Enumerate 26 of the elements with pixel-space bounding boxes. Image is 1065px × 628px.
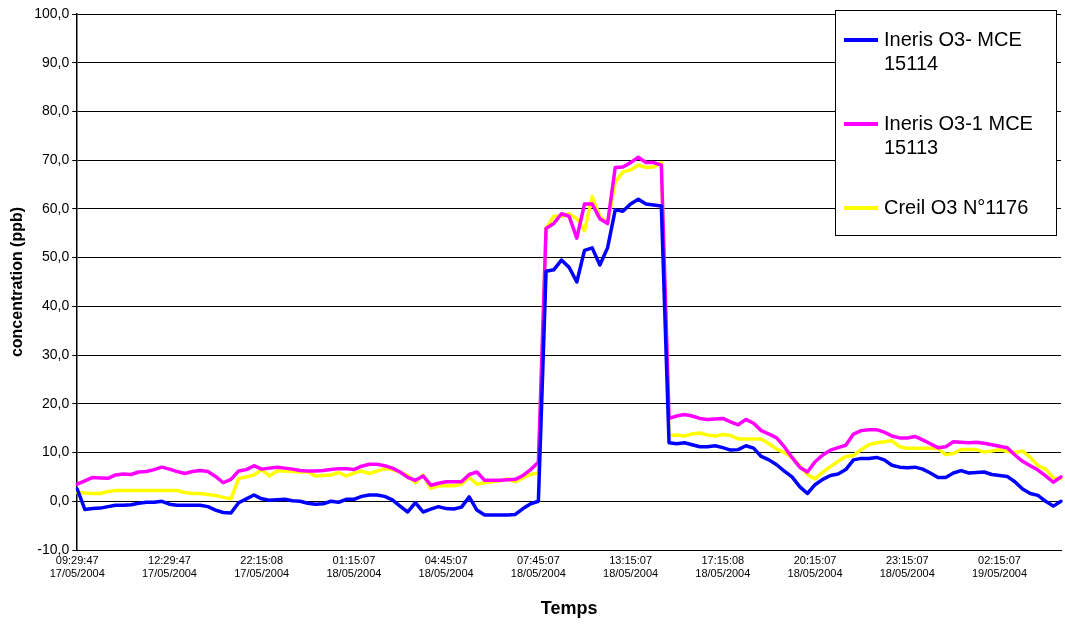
y-tick-label: 80,0 bbox=[41, 102, 70, 119]
y-tick-label: 70,0 bbox=[41, 151, 70, 168]
y-tick-label: 20,0 bbox=[41, 394, 70, 411]
x-tick-label: 01:15:07 18/05/2004 bbox=[326, 553, 382, 579]
y-tick-label: 40,0 bbox=[41, 297, 70, 314]
y-tick-label: 90,0 bbox=[41, 53, 70, 70]
legend-label: Ineris O3- MCE 15114 bbox=[884, 27, 1023, 75]
y-tick-label: 10,0 bbox=[41, 443, 70, 460]
x-tick-label: 12:29:47 17/05/2004 bbox=[141, 553, 197, 579]
x-tick-label: 17:15:08 18/05/2004 bbox=[695, 553, 751, 579]
y-axis-title: concentration (ppb) bbox=[8, 206, 26, 358]
legend-label: Ineris O3-1 MCE 15113 bbox=[884, 111, 1034, 159]
x-tick-label: 23:15:07 18/05/2004 bbox=[879, 553, 935, 579]
x-tick-label: 20:15:07 18/05/2004 bbox=[787, 553, 843, 579]
y-tick-label: 50,0 bbox=[41, 248, 70, 265]
x-tick-label: 22:15:08 17/05/2004 bbox=[234, 553, 290, 579]
x-tick-label: 04:45:07 18/05/2004 bbox=[418, 553, 474, 579]
x-tick-label: 07:45:07 18/05/2004 bbox=[510, 553, 566, 579]
x-axis-title: Temps bbox=[540, 598, 598, 619]
legend-label: Creil O3 N°1176 bbox=[884, 195, 1029, 219]
y-tick-label: 100,0 bbox=[34, 4, 70, 21]
x-tick-label: 13:15:07 18/05/2004 bbox=[603, 553, 659, 579]
y-tick-label: 0,0 bbox=[49, 492, 70, 509]
y-tick-label: 60,0 bbox=[41, 199, 70, 216]
x-tick-label: 02:15:07 19/05/2004 bbox=[971, 553, 1028, 579]
y-tick-label: 30,0 bbox=[41, 345, 70, 362]
